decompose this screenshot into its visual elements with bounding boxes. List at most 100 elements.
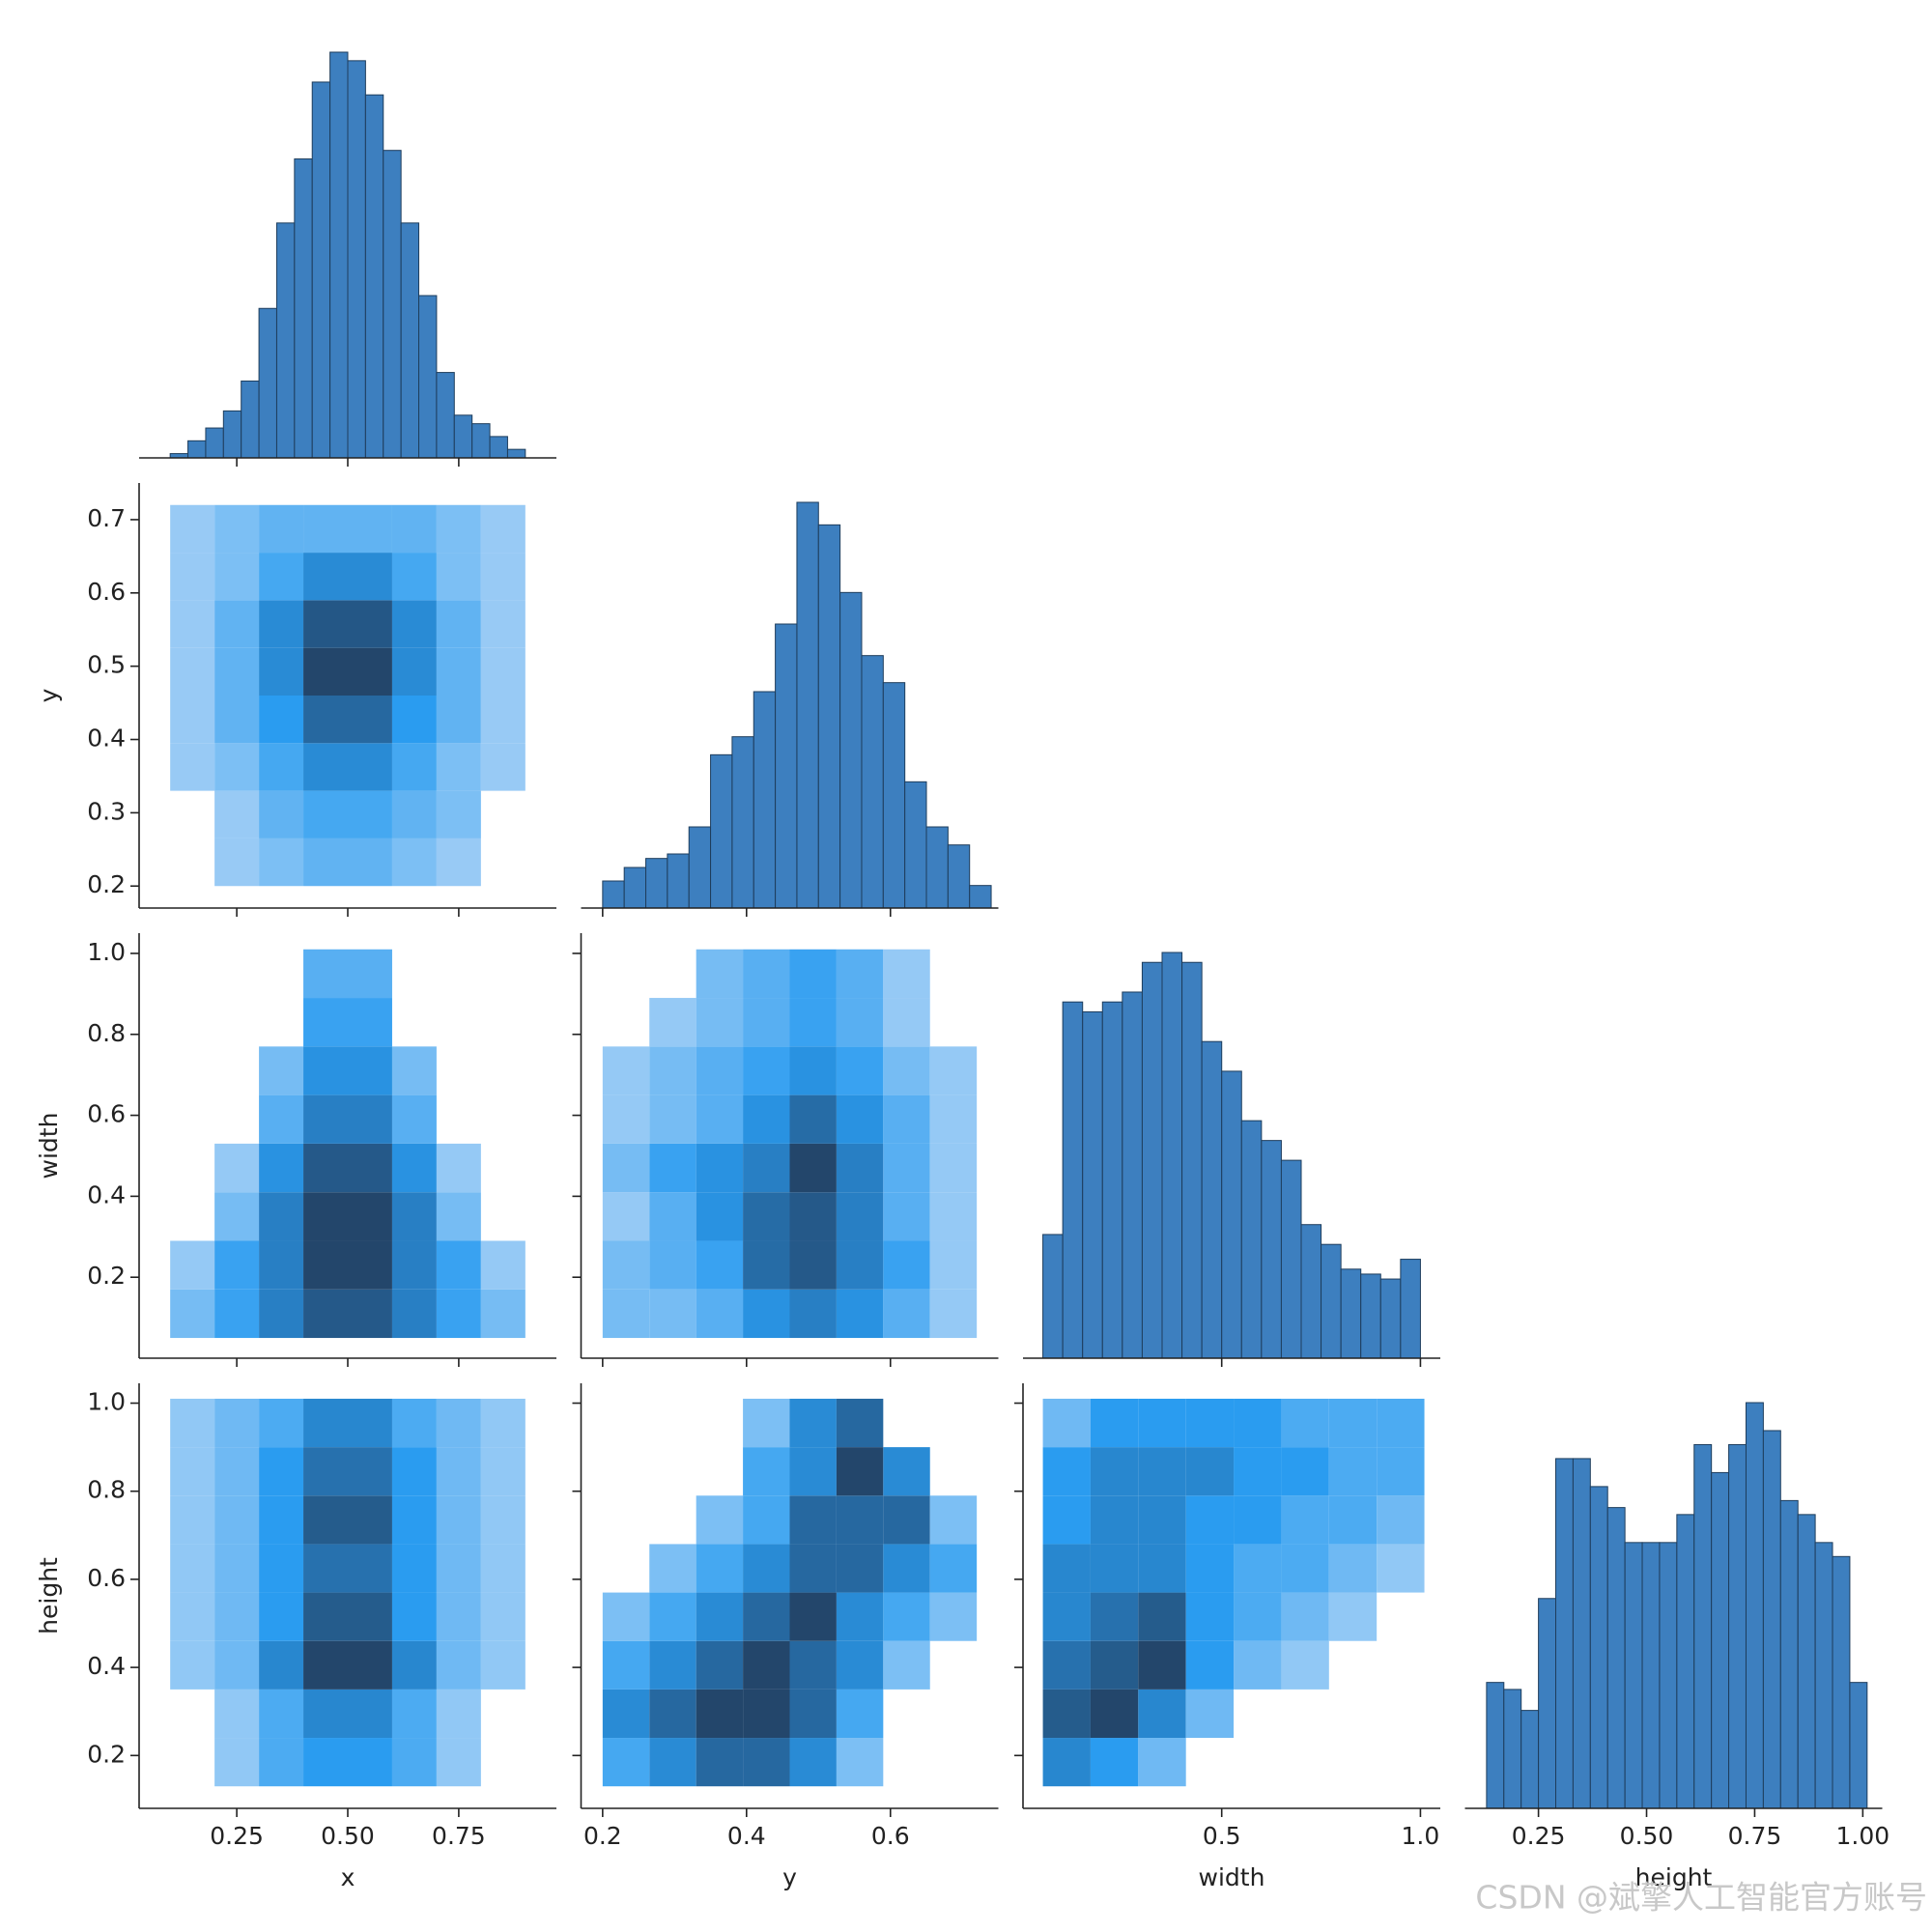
hist2d-cell [480,1640,526,1690]
hist2d-cell [1281,1640,1329,1690]
hist2d-cell [480,1495,526,1545]
hist2d-cell [480,647,526,696]
hist2d-cell [303,1495,348,1545]
hist2d-cell [348,504,392,554]
hist2d-cell [214,553,260,601]
hist2d-cell [743,1738,790,1787]
hist2d-cell [789,1398,837,1448]
hist2d-cell [391,838,437,887]
hist-bar [925,826,949,909]
hist-bar [1280,1159,1302,1359]
hist2d-cell [743,1046,790,1095]
hist-bar [471,423,491,459]
hist2d-cell [1090,1495,1139,1545]
hist2d-cell [436,1544,481,1593]
y-tick-label: 0.8 [87,1019,126,1047]
x-tick-label: 0.50 [321,1822,375,1850]
hist2d-cell [649,1289,696,1339]
y-tick-label: 0.4 [87,1180,126,1208]
hist2d-cell [303,647,348,696]
hist2d-cell [303,949,348,999]
hist2d-cell [789,1143,837,1193]
hist2d-cell [883,998,930,1047]
hist2d-cell [649,1544,696,1593]
hist2d-cell [1377,1544,1425,1593]
hist2d-cell [836,1738,884,1787]
hist2d-cell [259,1192,304,1241]
hist2d-cell [1185,1592,1235,1641]
y-axis-label: y [35,688,63,702]
hist2d-cell [1328,1398,1378,1448]
hist2d-cell [348,1192,392,1241]
hist2d-cell [391,1398,437,1448]
x-tick-label: 0.2 [583,1822,622,1850]
hist2d-cell [836,949,884,999]
hist2d-cell [348,949,392,999]
hist2d-cell [696,1143,744,1193]
hist-bar [796,501,819,909]
hist2d-cell [696,1544,744,1593]
hist2d-cell [649,998,696,1047]
hist2d-cell [789,1689,837,1739]
hist-bar [453,414,473,459]
hist2d-cell [391,1447,437,1496]
hist2d-cell [1138,1592,1186,1641]
hist2d-cell [602,1046,650,1095]
hist2d-cell [391,600,437,648]
hist-bar [347,60,366,459]
hist2d-cell [170,504,215,554]
hist-bar [667,853,690,909]
hist2d-cell [303,1640,348,1690]
hist2d-cell [789,1046,837,1095]
hist-bar [222,410,242,459]
hist2d-cell [480,600,526,648]
hist2d-cell [170,1240,215,1290]
hist2d-cell [743,1640,790,1690]
hist2d-cell [436,504,481,554]
hist2d-cell [436,1398,481,1448]
hist2d-cell [1090,1640,1139,1690]
hist2d-cell [836,1289,884,1339]
hist2d-cell [480,1398,526,1448]
hist2d-cell [436,1495,481,1545]
hist2d-cell [883,1143,930,1193]
hist2d-cell [789,1094,837,1144]
hist2d-cell [1090,1447,1139,1496]
hist2d-cell [391,1544,437,1593]
hist2d-cell [391,1289,437,1339]
x-tick-label: 0.5 [1203,1822,1241,1850]
hist-bar [882,682,906,909]
hist-bar [400,222,420,459]
hist2d-cell [1138,1495,1186,1545]
hist2d-cell [836,1192,884,1241]
hist2d-cell [391,743,437,791]
hist2d-cell [259,1738,304,1787]
hist2d-cell [743,1447,790,1496]
hist2d-cell [836,1592,884,1641]
hist2d-cell [259,647,304,696]
hist2d-cell [1185,1544,1235,1593]
hist-bar [1486,1682,1505,1809]
hist2d-cell [303,1398,348,1448]
hist-bar [969,885,992,909]
hist-bar [904,781,927,909]
hist-bar [1400,1259,1421,1359]
hist-bar [710,753,733,909]
hist2d-cell [170,647,215,696]
hist2d-cell [1042,1544,1091,1593]
y-tick-label: 0.6 [87,1100,126,1128]
hist-bar [861,655,884,909]
hist2d-cell [170,1398,215,1448]
hist2d-cell [170,1640,215,1690]
hist2d-cell [303,1544,348,1593]
hist-bar [329,51,349,459]
hist2d-cell [170,1447,215,1496]
hist2d-cell [1042,1640,1091,1690]
hist2d-cell [348,1689,392,1739]
x-axis-label: height [1635,1863,1713,1891]
hist2d-cell [303,1738,348,1787]
hist2d-cell [259,1689,304,1739]
hist2d-cell [303,504,348,554]
hist2d-cell [480,1240,526,1290]
hist2d-cell [883,1240,930,1290]
